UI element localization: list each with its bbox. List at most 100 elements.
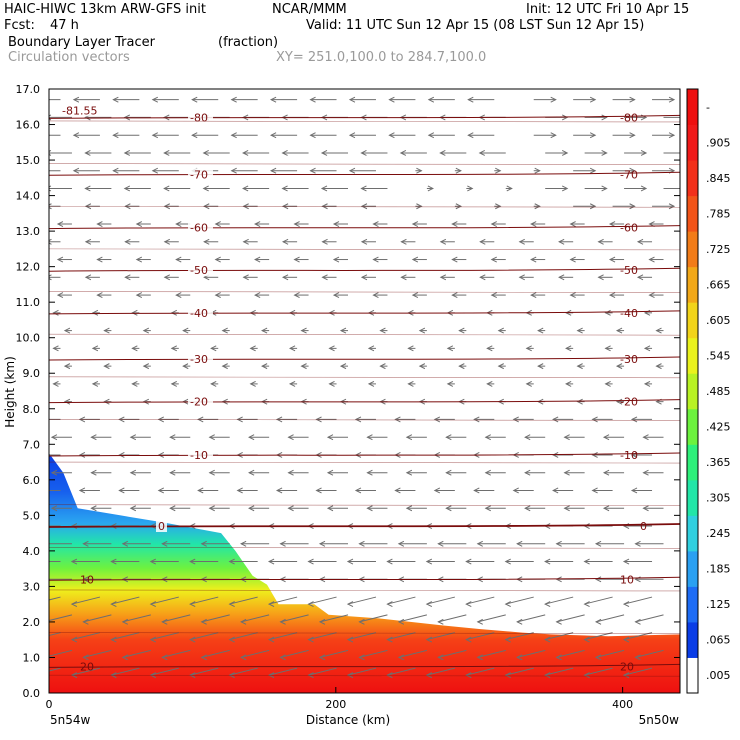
field-units: (fraction) [218, 35, 279, 50]
circulation-vector [624, 185, 648, 192]
circulation-vector [630, 416, 653, 423]
circulation-vector [530, 221, 546, 227]
y-tick-label: 7.0 [23, 438, 41, 451]
model-title: HAIC-HIWC 13km ARW-GFS init [4, 2, 206, 17]
y-tick-label: 16.0 [16, 119, 41, 132]
circulation-vector [439, 150, 467, 156]
circulation-vector [400, 238, 416, 245]
contour-line [49, 376, 680, 379]
circulation-vector [615, 327, 625, 334]
colorbar-label: .365 [706, 456, 731, 469]
contour-label: -40 [190, 307, 208, 320]
circulation-vector [397, 614, 428, 625]
colorbar-label: .305 [706, 492, 731, 505]
y-tick-label: 3.0 [23, 580, 41, 593]
circulation-vector [612, 132, 636, 139]
circulation-vector [615, 398, 625, 405]
circulation-vector [267, 558, 298, 565]
circulation-vector [110, 596, 140, 608]
y-tick-label: 4.0 [23, 545, 41, 558]
y-tick-label: 9.0 [23, 367, 41, 380]
circulation-vector [49, 489, 61, 491]
circulation-vector [399, 150, 427, 156]
circulation-vector [411, 292, 427, 299]
circulation-vector [386, 558, 416, 565]
colorbar-swatch [687, 515, 698, 552]
circulation-vector [516, 614, 546, 625]
circulation-vector [530, 256, 546, 263]
circulation-vector [465, 667, 495, 679]
circulation-vector [608, 221, 625, 227]
circulation-vector [307, 632, 337, 643]
circulation-vector [602, 434, 625, 441]
circulation-vector [504, 667, 534, 679]
circulation-vector [576, 363, 585, 370]
circulation-vector [504, 632, 534, 643]
colorbar-label: .005 [706, 669, 731, 682]
circulation-vector [451, 256, 467, 263]
circulation-vector [622, 596, 653, 608]
circulation-vector [439, 238, 455, 245]
circulation-vector [504, 596, 534, 608]
circulation-vector [326, 505, 349, 512]
circulation-vector [544, 558, 574, 565]
circulation-vector [346, 596, 377, 608]
circulation-vector [309, 167, 337, 174]
circulation-vector [555, 649, 585, 661]
circulation-vector [149, 558, 179, 565]
circulation-vector [287, 505, 309, 512]
circulation-vector [458, 363, 467, 370]
circulation-vector [269, 132, 298, 139]
circulation-vector [569, 292, 585, 299]
circulation-vector [388, 132, 416, 139]
circulation-vector [49, 667, 61, 672]
circulation-vector [415, 167, 423, 174]
y-tick-label: 15.0 [16, 154, 41, 167]
circulation-vector [612, 96, 636, 103]
circulation-vector [573, 167, 597, 174]
circulation-vector [372, 221, 388, 227]
circulation-vector [576, 327, 585, 334]
colorbar-swatch [687, 160, 698, 197]
circulation-vector [267, 632, 298, 643]
circulation-vector [135, 221, 151, 227]
circulation-vector [612, 167, 636, 174]
circulation-vector [49, 614, 73, 625]
circulation-vector [315, 487, 337, 494]
circulation-vector [63, 363, 72, 370]
circulation-vector [484, 434, 506, 441]
circulation-vector [451, 292, 467, 299]
circulation-vector [602, 505, 625, 512]
contour-label: -40 [620, 307, 638, 320]
circulation-vector [604, 345, 613, 352]
circulation-vector [433, 416, 455, 423]
circulation-vector [622, 667, 653, 679]
circulation-vector [293, 292, 309, 299]
circulation-vector [486, 380, 495, 387]
circulation-vector [418, 363, 427, 370]
circulation-vector [151, 96, 179, 103]
colorbar-label: .125 [706, 598, 731, 611]
contour-label: -20 [620, 396, 638, 409]
circulation-vector [525, 380, 534, 387]
circulation-vector [425, 632, 455, 643]
circulation-vector [230, 96, 258, 103]
circulation-vector [332, 256, 349, 263]
y-tick-label: 6.0 [23, 474, 41, 487]
circulation-vector [49, 274, 61, 281]
circulation-vector [175, 292, 191, 299]
circulation-vector [655, 363, 664, 370]
colorbar-swatch [687, 479, 698, 516]
circulation-vector [643, 345, 653, 352]
circulation-vector [56, 221, 72, 227]
circulation-vector [652, 132, 676, 139]
circulation-vector [407, 380, 416, 387]
circulation-vector [189, 667, 219, 679]
circulation-vector [63, 327, 72, 334]
circulation-vector [663, 187, 680, 189]
contour-label: 20 [80, 660, 94, 673]
circulation-vector [467, 132, 495, 139]
contour-line [49, 205, 680, 208]
circulation-vector [652, 96, 676, 103]
circulation-vector [505, 185, 513, 192]
